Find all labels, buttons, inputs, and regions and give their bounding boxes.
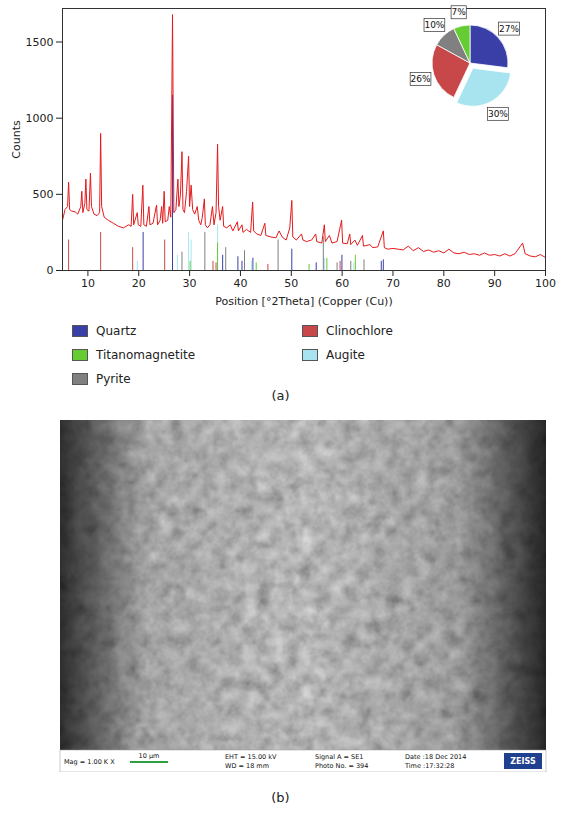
svg-text:30: 30 bbox=[183, 277, 197, 290]
html-text:Quartz: Quartz bbox=[96, 324, 137, 338]
html-text:(b): (b) bbox=[271, 790, 290, 805]
svg-text:WD = 18 mm: WD = 18 mm bbox=[225, 762, 269, 770]
svg-text:27%: 27% bbox=[499, 24, 519, 34]
svg-text:10: 10 bbox=[81, 277, 95, 290]
svg-text:Photo No. = 394: Photo No. = 394 bbox=[315, 762, 368, 770]
svg-text:60: 60 bbox=[335, 277, 349, 290]
svg-text:0: 0 bbox=[47, 264, 54, 277]
svg-text:1000: 1000 bbox=[26, 112, 54, 125]
svg-text:80: 80 bbox=[437, 277, 451, 290]
svg-text:ZEISS: ZEISS bbox=[510, 757, 536, 766]
svg-text:90: 90 bbox=[488, 277, 502, 290]
svg-text:70: 70 bbox=[386, 277, 400, 290]
html-text:(a): (a) bbox=[271, 388, 290, 403]
html-text:Titanomagnetite: Titanomagnetite bbox=[96, 348, 196, 362]
svg-text:10 μm: 10 μm bbox=[139, 752, 160, 760]
svg-text:26%: 26% bbox=[411, 74, 431, 84]
svg-text:30%: 30% bbox=[488, 109, 508, 119]
svg-text:Signal A = SE1: Signal A = SE1 bbox=[315, 753, 363, 761]
svg-text:100: 100 bbox=[535, 277, 556, 290]
svg-text:EHT = 15.00 kV: EHT = 15.00 kV bbox=[225, 753, 277, 761]
svg-text:40: 40 bbox=[233, 277, 247, 290]
svg-text:Date :18 Dec 2014: Date :18 Dec 2014 bbox=[405, 753, 466, 761]
svg-text:500: 500 bbox=[33, 188, 54, 201]
html-text:Pyrite: Pyrite bbox=[96, 372, 131, 386]
svg-text:50: 50 bbox=[284, 277, 298, 290]
html-text:Clinochlore: Clinochlore bbox=[326, 324, 393, 338]
svg-text:Counts: Counts bbox=[10, 120, 23, 159]
svg-text:Mag = 1.00 K X: Mag = 1.00 K X bbox=[64, 758, 115, 766]
svg-text:1500: 1500 bbox=[26, 36, 54, 49]
svg-text:Time :17:32:28: Time :17:32:28 bbox=[404, 762, 454, 770]
html-text:Augite: Augite bbox=[326, 348, 365, 362]
svg-text:7%: 7% bbox=[452, 7, 467, 17]
svg-text:10%: 10% bbox=[424, 20, 444, 30]
svg-text:Position [°2Theta] (Copper (Cu: Position [°2Theta] (Copper (Cu)) bbox=[215, 295, 392, 308]
svg-text:20: 20 bbox=[132, 277, 146, 290]
